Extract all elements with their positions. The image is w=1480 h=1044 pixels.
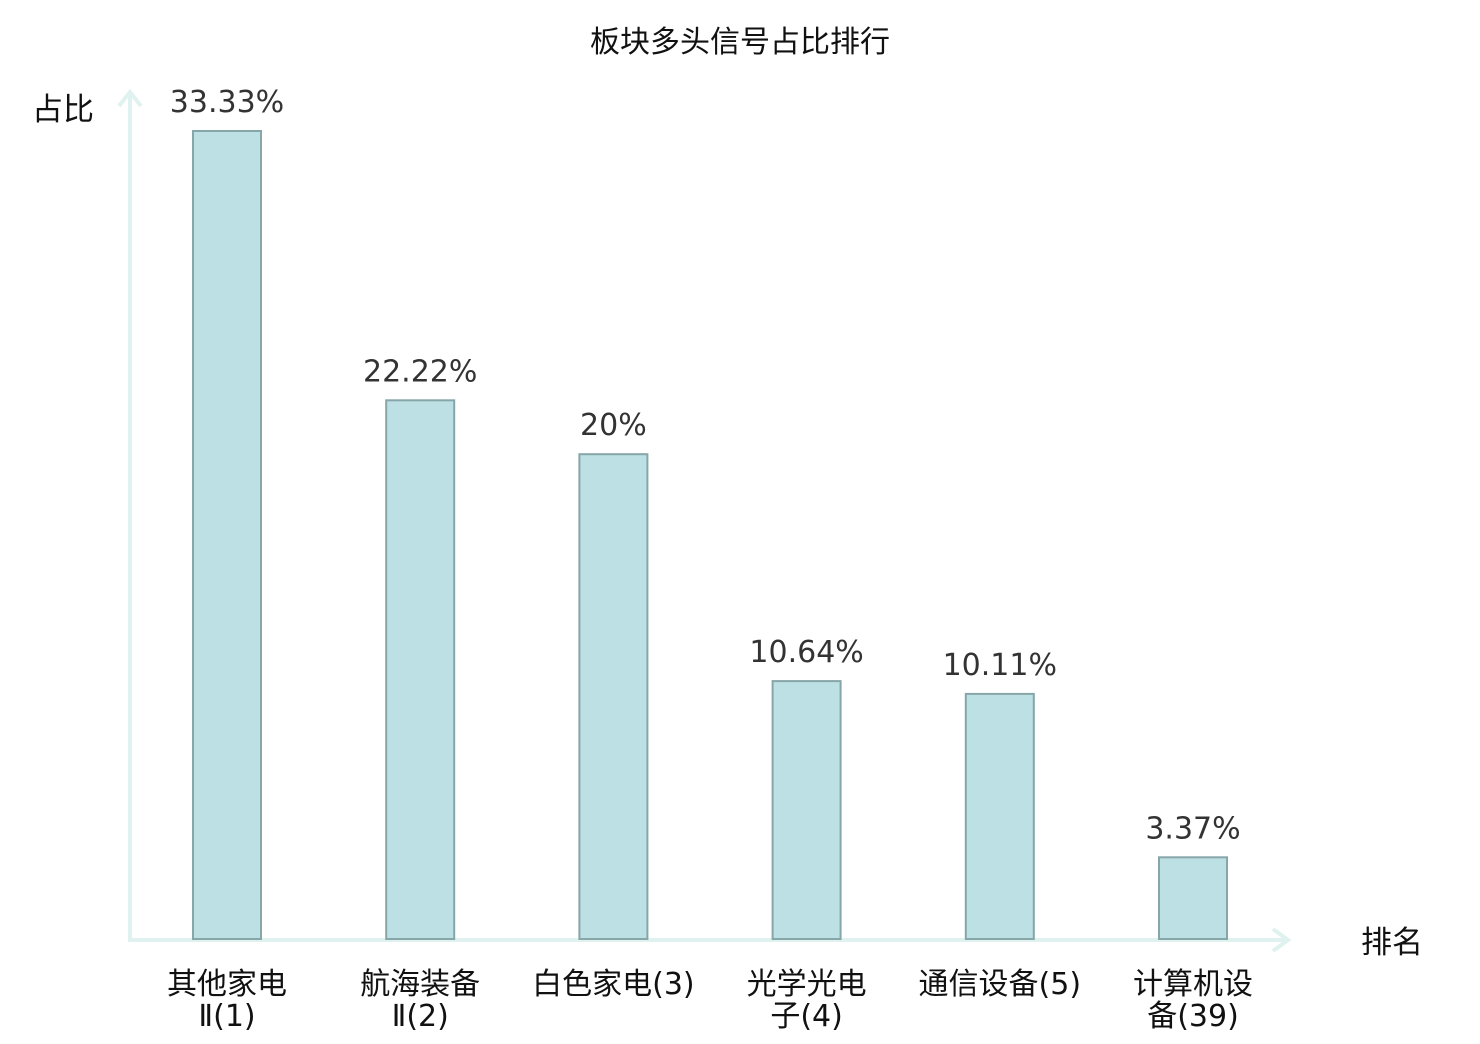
category-label-line: 其他家电 [167, 967, 287, 1002]
x-axis-arrow-icon [1271, 927, 1292, 953]
bar-6 [1158, 856, 1228, 940]
value-label-4: 10.64% [749, 635, 863, 670]
bar-5 [964, 692, 1035, 941]
category-label-2: 航海装备 Ⅱ(2) [360, 967, 480, 1034]
value-label-2: 22.22% [363, 354, 477, 389]
x-axis-label: 排名 [1361, 925, 1423, 961]
bar-1 [192, 130, 262, 940]
category-label-line: 航海装备 [360, 967, 480, 1002]
category-label-4: 光学光电子(4) [747, 967, 867, 1034]
category-label-3: 白色家电(3) [532, 967, 695, 1002]
category-label-line: 计算机设 [1133, 967, 1253, 1002]
value-label-3: 20% [580, 408, 647, 443]
category-label-line: 通信设备(5) [919, 967, 1082, 1002]
bar-3 [578, 453, 649, 940]
value-label-6: 3.37% [1145, 811, 1240, 846]
category-label-line: Ⅱ(1) [198, 999, 255, 1034]
category-label-1: 其他家电 Ⅱ(1) [167, 967, 287, 1034]
value-labels: 33.33% 22.22% 20% 10.64% 10.11% 3.37% [170, 85, 1241, 846]
bar-4 [771, 680, 842, 940]
x-axis: 排名 [128, 925, 1423, 961]
chart-title: 板块多头信号占比排行 [590, 25, 890, 60]
category-labels: 其他家电 Ⅱ(1) 航海装备 Ⅱ(2) 白色家电(3) 光学光电子(4) 通信设备(5) 计算… [167, 967, 1253, 1034]
category-label-line: Ⅱ(2) [392, 999, 449, 1034]
category-label-5: 通信设备(5) [919, 967, 1082, 1002]
bar-series [192, 130, 1228, 941]
y-axis-arrow-icon [117, 88, 143, 108]
value-label-5: 10.11% [943, 648, 1057, 683]
bar-2 [385, 399, 456, 940]
value-label-1: 33.33% [170, 85, 284, 120]
y-axis: 占比 [32, 88, 143, 940]
category-label-line: 备(39) [1147, 999, 1239, 1034]
category-label-line: 子(4) [770, 999, 843, 1034]
category-label-6: 计算机设备(39) [1133, 967, 1253, 1034]
y-axis-label: 占比 [32, 92, 94, 128]
category-label-line: 白色家电(3) [532, 967, 695, 1002]
category-label-line: 光学光电 [747, 967, 867, 1002]
